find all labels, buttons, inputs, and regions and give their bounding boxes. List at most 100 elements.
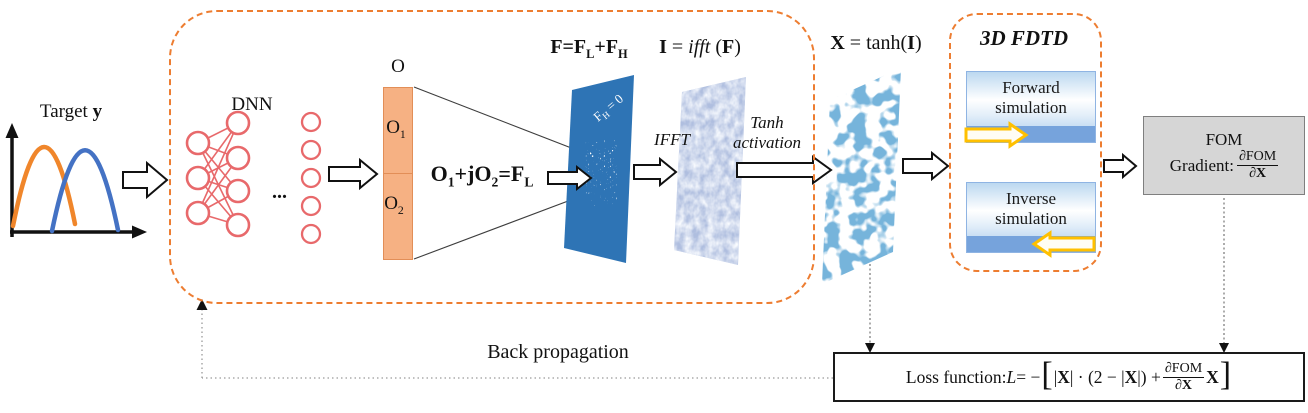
gradient-label: Gradient: <box>1169 155 1234 175</box>
x-tanh-formula-label: X = tanh(I) <box>830 32 921 55</box>
backprop-path <box>201 306 833 379</box>
loss-plus-text: |) + <box>1137 366 1161 387</box>
loss-equals: = − <box>1016 366 1041 387</box>
x-symbol: X <box>1181 377 1193 393</box>
y-symbol: y <box>92 101 103 122</box>
o2-cell <box>383 173 413 260</box>
f-panel: FH = 0 <box>564 75 634 263</box>
formula-part: ) <box>734 36 741 58</box>
loss-fraction: ∂FOM ∂X <box>1162 360 1205 393</box>
target-word: Target <box>39 101 93 122</box>
inverse-simulation-box: Inverse simulation <box>966 182 1096 253</box>
dnn-network: ... <box>185 110 322 245</box>
o1-base: O <box>386 117 400 138</box>
arrow-fdtd-to-fom <box>1103 152 1138 180</box>
i-panel <box>674 77 746 265</box>
x-symbol: X <box>1057 366 1070 387</box>
loss-function-box: Loss function: L = − [ | X | · (2 − | X |) +… <box>833 352 1305 402</box>
partial-symbol: ∂ <box>1174 377 1182 393</box>
partial-symbol: ∂ <box>1249 166 1256 181</box>
formula-sub: L <box>586 47 595 61</box>
formula-part: F=F <box>550 36 587 58</box>
formula-part: +F <box>594 36 619 58</box>
abs-bar: | <box>1053 366 1058 387</box>
fdtd-dashed-box <box>949 13 1102 272</box>
fom-gradient-box: FOM Gradient: ∂FOM ∂X <box>1143 116 1305 195</box>
arrow-ifft <box>633 156 678 188</box>
forward-simulation-box: Forward simulation <box>966 71 1096 143</box>
loss-label: Loss function: <box>905 366 1007 387</box>
forward-simulation-label: Forward simulation <box>967 72 1095 118</box>
formula-part: F <box>722 36 735 58</box>
arrow-o-to-f <box>547 164 593 192</box>
formula-part: ifft <box>688 36 711 58</box>
fom-fraction: ∂FOM ∂X <box>1236 149 1279 181</box>
target-label: Target y <box>40 101 102 123</box>
formula-part: X <box>830 32 845 54</box>
projection-lines <box>413 86 593 260</box>
formula-part: I <box>907 32 915 54</box>
forward-word: Forward <box>1002 78 1060 97</box>
orange-curve <box>10 144 78 229</box>
formula-sub: H <box>618 47 628 61</box>
formula-sub: L <box>524 174 534 190</box>
inverse-simulation-label: Inverse simulation <box>967 183 1095 229</box>
arrow-x-to-fdtd <box>902 150 950 182</box>
i-ifft-formula-label: I = ifft (F) <box>659 36 741 59</box>
flow-arrows <box>122 150 1138 200</box>
inverse-strip <box>967 236 1095 252</box>
blue-curve <box>49 148 121 234</box>
formula-part: =F <box>498 161 525 186</box>
activation-word: activation <box>733 133 801 152</box>
dnn-pipeline-dashed-box <box>169 10 815 304</box>
fraction-denominator: ∂X <box>1175 378 1192 393</box>
formula-sub: 2 <box>491 174 499 190</box>
target-spectrum-chart <box>5 123 147 239</box>
o1-subscript: 1 <box>399 127 406 141</box>
ifft-arrow-label: IFFT <box>654 130 690 149</box>
simulation-word: simulation <box>995 98 1067 117</box>
o2-label: O2 <box>384 193 404 218</box>
formula-part: = tanh( <box>844 32 908 54</box>
complex-formula-label: O1+jO2=FL <box>431 161 534 190</box>
x-symbol: X <box>1206 366 1219 387</box>
dnn-ellipsis: ... <box>272 181 287 203</box>
fraction-numerator: ∂FOM <box>1236 149 1279 166</box>
tanh-word: Tanh <box>750 113 784 132</box>
tanh-activation-label: Tanh activation <box>733 113 801 153</box>
o2-base: O <box>384 193 398 214</box>
fom-title: FOM <box>1205 130 1243 149</box>
arrow-dnn-to-o <box>328 157 379 191</box>
o-output-bar <box>383 87 413 260</box>
inverse-word: Inverse <box>1005 189 1057 208</box>
o1-label: O1 <box>386 117 406 142</box>
arrow-target-to-dnn <box>122 160 169 200</box>
formula-part: ) <box>914 32 922 54</box>
simulation-word: simulation <box>995 209 1067 228</box>
formula-part: ( <box>710 36 723 58</box>
formula-part: I <box>659 36 667 58</box>
formula-part: O <box>430 161 448 186</box>
fraction-denominator: ∂X <box>1249 166 1266 181</box>
backprop-label: Back propagation <box>487 341 629 363</box>
formula-part: +jO <box>454 161 492 186</box>
loss-L: L <box>1006 366 1017 387</box>
fom-gradient-line: Gradient: ∂FOM ∂X <box>1169 149 1279 181</box>
fraction-numerator: ∂FOM <box>1162 360 1205 378</box>
f-sum-formula-label: F=FL+FH <box>550 36 627 62</box>
x-panel <box>822 68 901 284</box>
loss-middle-text: | · (2 − | <box>1069 366 1125 387</box>
o-bar-title: O <box>391 56 405 77</box>
fl-spectrum-square <box>590 150 612 196</box>
loss-connectors <box>869 198 1225 345</box>
forward-strip <box>967 126 1095 142</box>
o2-subscript: 2 <box>397 203 404 217</box>
dnn-label: DNN <box>231 94 273 115</box>
formula-sub: 1 <box>447 174 455 190</box>
fdtd-title: 3D FDTD <box>979 26 1069 50</box>
x-symbol: X <box>1256 166 1267 181</box>
formula-part: = <box>666 36 689 58</box>
x-symbol: X <box>1124 366 1138 387</box>
